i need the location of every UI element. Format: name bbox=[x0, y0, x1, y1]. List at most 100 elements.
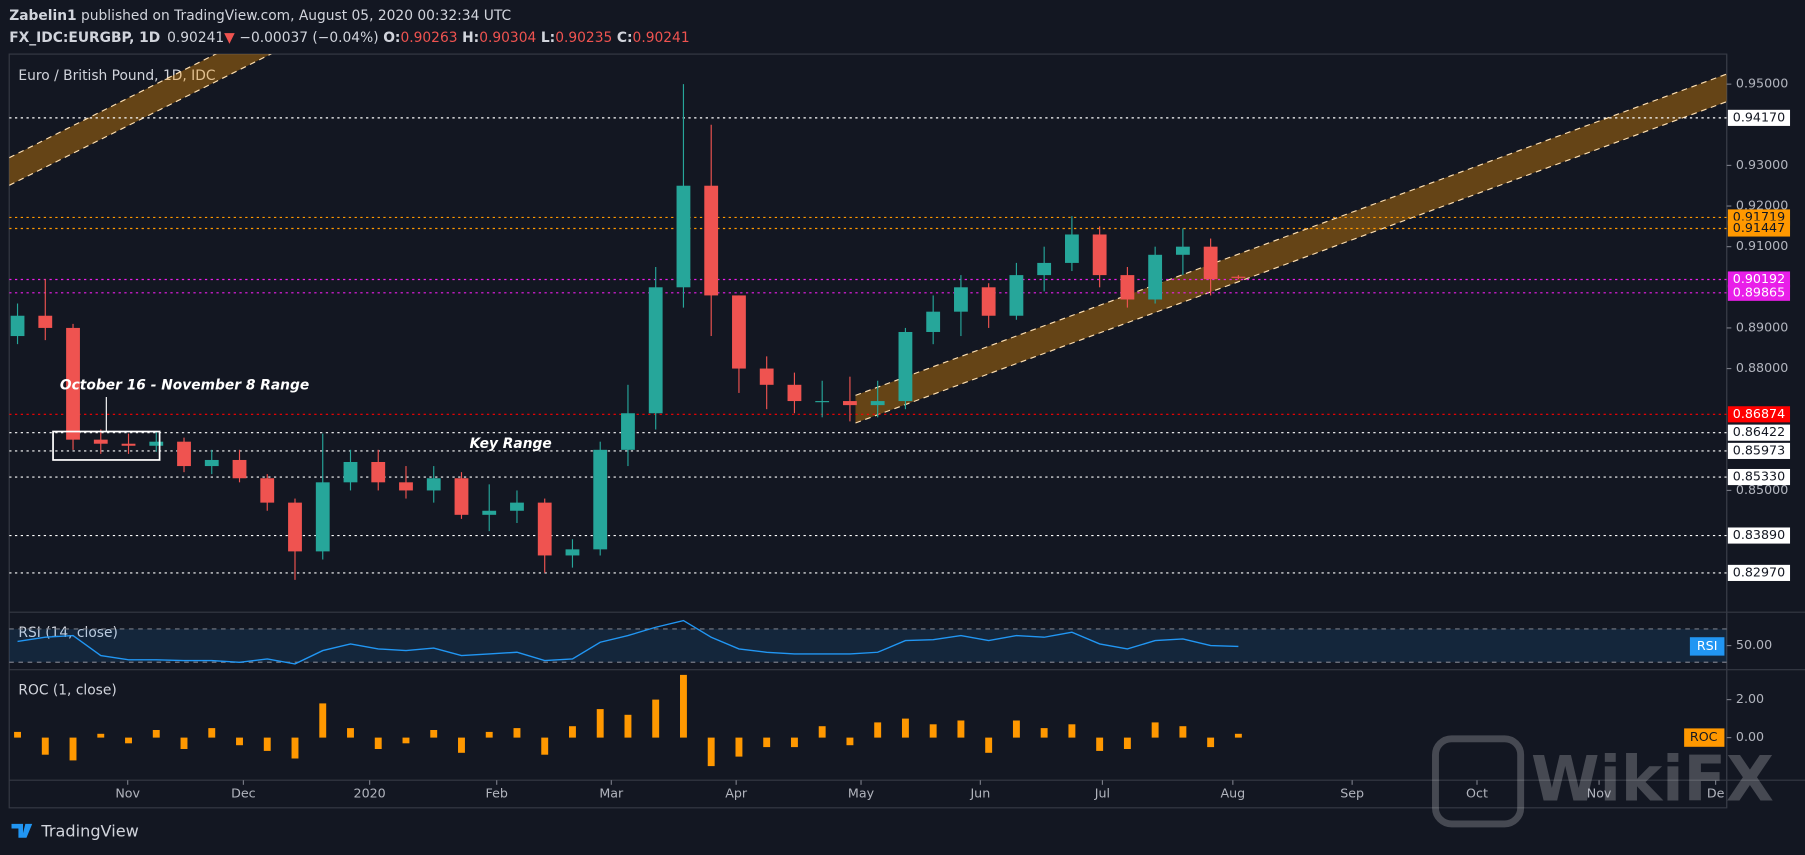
candle-body bbox=[66, 327, 80, 440]
candle-body bbox=[454, 478, 469, 515]
level-tag bbox=[1727, 442, 1791, 459]
x-tick-label: 2020 bbox=[354, 786, 386, 801]
roc-bar bbox=[319, 703, 327, 738]
candle-body bbox=[954, 287, 968, 312]
roc-bar bbox=[679, 674, 687, 738]
roc-tag: ROC bbox=[1690, 729, 1718, 744]
candle-body bbox=[177, 441, 191, 467]
y-tick-label: 0.85000 bbox=[1736, 482, 1788, 497]
roc-bar bbox=[1123, 737, 1131, 750]
roc-bar bbox=[513, 728, 521, 738]
y-tick-label: 0.93000 bbox=[1736, 157, 1788, 172]
candle-body bbox=[204, 459, 219, 467]
publisher: Zabelin1 bbox=[9, 8, 76, 24]
roc-bar bbox=[652, 699, 660, 738]
y-tick-label: 0.95000 bbox=[1736, 76, 1788, 91]
y-tick-label: 2.00 bbox=[1736, 691, 1764, 706]
roc-bar bbox=[1068, 724, 1076, 738]
change-arrow: ▼ bbox=[224, 30, 235, 46]
roc-bar bbox=[1012, 720, 1020, 738]
roc-bar bbox=[1151, 722, 1159, 738]
channel-band bbox=[855, 73, 1727, 423]
candle-body bbox=[1203, 246, 1218, 280]
x-tick-label: Sep bbox=[1340, 786, 1364, 801]
ohlc-key: H: bbox=[462, 30, 479, 46]
candle-body bbox=[843, 401, 857, 406]
publish-line: Zabelin1 published on TradingView.com, A… bbox=[9, 8, 511, 24]
roc-bar bbox=[263, 737, 271, 751]
channel-edge bbox=[9, 54, 273, 186]
main-pane: October 16 - November 8 Range Key Range bbox=[9, 54, 1727, 580]
brand[interactable]: TradingView bbox=[40, 821, 138, 840]
roc-bar bbox=[374, 737, 382, 750]
roc-bar bbox=[97, 733, 105, 738]
watermark: WikiFX bbox=[1531, 743, 1774, 816]
candle-body bbox=[981, 287, 996, 316]
symbol: FX_IDC:EURGBP, 1D bbox=[9, 30, 160, 46]
level-tag bbox=[1727, 406, 1791, 423]
candle-body bbox=[815, 401, 830, 403]
level-label: 0.90192 bbox=[1733, 271, 1785, 286]
roc-bar bbox=[236, 737, 243, 746]
candle-body bbox=[1175, 246, 1190, 255]
candle-body bbox=[1037, 262, 1052, 276]
x-tick-label: Jul bbox=[1094, 786, 1110, 801]
candle-body bbox=[621, 413, 635, 450]
y-tick-label: 50.00 bbox=[1736, 637, 1772, 652]
roc-bar bbox=[790, 737, 798, 748]
candle-body bbox=[343, 462, 358, 483]
roc-tag-box bbox=[1684, 728, 1725, 747]
candle-body bbox=[10, 315, 25, 337]
roc-bar bbox=[180, 737, 188, 750]
candle-body bbox=[1231, 276, 1246, 278]
candle-body bbox=[1092, 234, 1107, 276]
roc-bar bbox=[596, 709, 604, 738]
y-tick-label: 0.91000 bbox=[1736, 238, 1788, 253]
ohlc-key: L: bbox=[541, 30, 555, 46]
key-range-label: Key Range bbox=[470, 436, 552, 452]
candle-body bbox=[648, 287, 663, 414]
candle-body bbox=[926, 311, 941, 332]
roc-bar bbox=[69, 737, 77, 761]
roc-title: ROC (1, close) bbox=[18, 682, 116, 698]
ohlc-value: 0.90241 bbox=[633, 30, 690, 46]
roc-bar bbox=[347, 728, 354, 738]
x-tick-label: Dec bbox=[231, 786, 256, 801]
roc-bar bbox=[541, 737, 549, 755]
candle-body bbox=[676, 185, 691, 288]
rsi-tag: RSI bbox=[1697, 638, 1718, 653]
level-label: 0.83890 bbox=[1733, 527, 1785, 542]
x-tick-label: Apr bbox=[725, 786, 748, 801]
candle-body bbox=[510, 502, 524, 511]
roc-bar bbox=[901, 718, 909, 738]
x-tick-label: May bbox=[848, 786, 875, 801]
candle-body bbox=[38, 315, 53, 328]
candle-body bbox=[288, 502, 302, 552]
candle-body bbox=[1148, 254, 1163, 300]
level-label: 0.94170 bbox=[1733, 109, 1785, 124]
candle-body bbox=[704, 185, 719, 296]
roc-bar bbox=[1096, 737, 1104, 751]
brand-logo bbox=[11, 823, 33, 838]
change: −0.00037 (−0.04%) bbox=[239, 30, 378, 46]
candle-body bbox=[759, 368, 774, 385]
candle-body bbox=[1009, 275, 1024, 316]
level-tag bbox=[1727, 271, 1791, 288]
x-tick-label: Nov bbox=[1587, 786, 1612, 801]
watermark-logo bbox=[1432, 735, 1525, 828]
candle-body bbox=[426, 478, 441, 491]
candle-body bbox=[315, 482, 330, 552]
candle-body bbox=[898, 331, 913, 402]
roc-bar bbox=[929, 724, 937, 738]
roc-bar bbox=[735, 737, 743, 757]
ohlc-value: 0.90263 bbox=[400, 30, 457, 46]
roc-bar bbox=[430, 730, 438, 738]
candle-body bbox=[565, 549, 580, 556]
roc-bar bbox=[707, 737, 715, 767]
roc-bar bbox=[818, 726, 826, 738]
candle-body bbox=[732, 295, 746, 369]
x-tick-label: Oct bbox=[1466, 786, 1488, 801]
